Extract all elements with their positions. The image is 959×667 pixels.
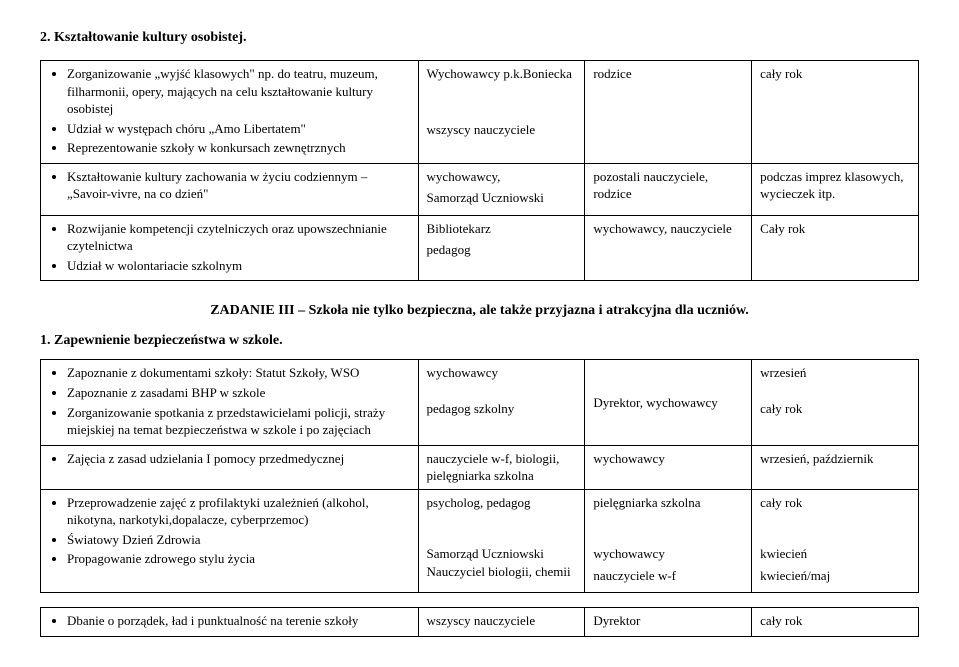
cell-text: Samorząd Uczniowski Nauczyciel biologii,… bbox=[427, 545, 577, 580]
section-title: ZADANIE III – Szkoła nie tylko bezpieczn… bbox=[40, 303, 919, 319]
table-3: Dbanie o porządek, ład i punktualność na… bbox=[40, 607, 919, 637]
cell-text: wszyscy nauczyciele bbox=[418, 608, 585, 637]
cell-text: wrzesień, październik bbox=[752, 445, 919, 489]
table-row: Kształtowanie kultury zachowania w życiu… bbox=[41, 163, 919, 215]
table-row: Przeprowadzenie zajęć z profilaktyki uza… bbox=[41, 489, 919, 593]
table-1: Zorganizowanie „wyjść klasowych" np. do … bbox=[40, 60, 919, 281]
section-heading-1: 2. Kształtowanie kultury osobistej. bbox=[40, 30, 919, 46]
cell-text: psycholog, pedagog bbox=[427, 494, 577, 512]
cell-text: cały rok bbox=[752, 61, 919, 164]
table-row: Zapoznanie z dokumentami szkoły: Statut … bbox=[41, 360, 919, 445]
cell-text: Cały rok bbox=[752, 215, 919, 281]
cell-text: wychowawcy bbox=[427, 364, 577, 382]
list-item: Zorganizowanie spotkania z przedstawicie… bbox=[67, 404, 410, 439]
cell-text: pedagog szkolny bbox=[427, 400, 577, 418]
list-item: Udział w wolontariacie szkolnym bbox=[67, 257, 410, 275]
list-item: Zapoznanie z zasadami BHP w szkole bbox=[67, 384, 410, 402]
cell-text: cały rok bbox=[760, 400, 910, 418]
list-item: Zapoznanie z dokumentami szkoły: Statut … bbox=[67, 364, 410, 382]
cell-text: wychowawcy, bbox=[427, 168, 577, 186]
cell-text: kwiecień bbox=[760, 545, 910, 563]
cell-text: rodzice bbox=[585, 61, 752, 164]
list-item: Rozwijanie kompetencji czytelniczych ora… bbox=[67, 220, 410, 255]
list-item: Przeprowadzenie zajęć z profilaktyki uza… bbox=[67, 494, 410, 529]
cell-text: kwiecień/maj bbox=[760, 567, 910, 585]
table-row: Rozwijanie kompetencji czytelniczych ora… bbox=[41, 215, 919, 281]
cell-text: Samorząd Uczniowski bbox=[427, 189, 577, 207]
cell-text: wrzesień bbox=[760, 364, 910, 382]
table-row: Zorganizowanie „wyjść klasowych" np. do … bbox=[41, 61, 919, 164]
list-item: Reprezentowanie szkoły w konkursach zewn… bbox=[67, 139, 410, 157]
list-item: Dbanie o porządek, ład i punktualność na… bbox=[67, 612, 410, 630]
cell-text: Wychowawcy p.k.Boniecka bbox=[427, 65, 577, 83]
table-row: Dbanie o porządek, ład i punktualność na… bbox=[41, 608, 919, 637]
list-item: Kształtowanie kultury zachowania w życiu… bbox=[67, 168, 410, 203]
list-item: Światowy Dzień Zdrowia bbox=[67, 531, 410, 549]
cell-text: pozostali nauczyciele, rodzice bbox=[585, 163, 752, 215]
cell-text: wszyscy nauczyciele bbox=[427, 121, 577, 139]
list-item: Udział w występach chóru „Amo Libertatem… bbox=[67, 120, 410, 138]
cell-text: Dyrektor bbox=[585, 608, 752, 637]
cell-text: cały rok bbox=[760, 494, 910, 512]
cell-text: pedagog bbox=[427, 241, 577, 259]
table-row: Zajęcia z zasad udzielania I pomocy prze… bbox=[41, 445, 919, 489]
list-item: Propagowanie zdrowego stylu życia bbox=[67, 550, 410, 568]
cell-text: wychowawcy, nauczyciele bbox=[585, 215, 752, 281]
cell-text: podczas imprez klasowych, wycieczek itp. bbox=[752, 163, 919, 215]
cell-text: Bibliotekarz bbox=[427, 220, 577, 238]
cell-text: wychowawcy bbox=[593, 545, 743, 563]
list-item: Zorganizowanie „wyjść klasowych" np. do … bbox=[67, 65, 410, 118]
cell-text: pielęgniarka szkolna bbox=[593, 494, 743, 512]
cell-text: nauczyciele w-f, biologii, pielęgniarka … bbox=[418, 445, 585, 489]
cell-text: nauczyciele w-f bbox=[593, 567, 743, 585]
cell-text: wychowawcy bbox=[585, 445, 752, 489]
table-2: Zapoznanie z dokumentami szkoły: Statut … bbox=[40, 359, 919, 593]
list-item: Zajęcia z zasad udzielania I pomocy prze… bbox=[67, 450, 410, 468]
cell-text: cały rok bbox=[752, 608, 919, 637]
section-heading-2: 1. Zapewnienie bezpieczeństwa w szkole. bbox=[40, 333, 919, 349]
cell-text: Dyrektor, wychowawcy bbox=[593, 394, 743, 412]
